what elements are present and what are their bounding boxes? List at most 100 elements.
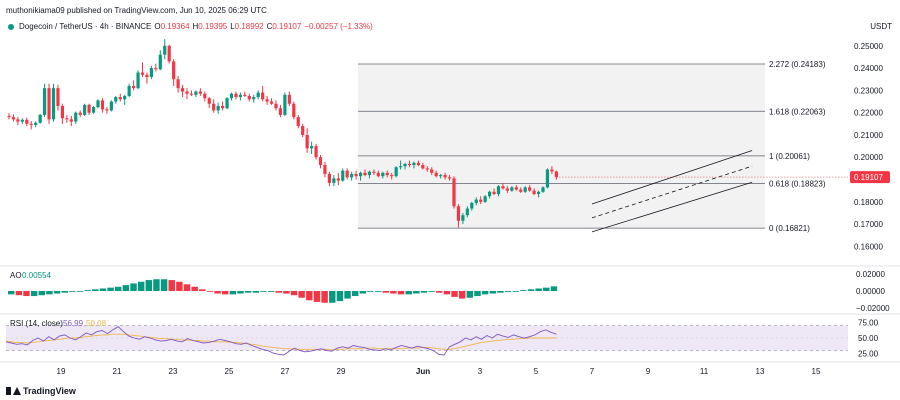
candle-body <box>234 93 238 98</box>
candle-body <box>78 112 82 115</box>
candle-body <box>496 186 501 195</box>
candle-body <box>447 177 452 179</box>
price-axis-tick: 0.17000 <box>854 220 883 229</box>
ao-bar <box>214 291 221 294</box>
ao-bar <box>283 291 290 294</box>
time-axis-tick: 27 <box>281 367 290 376</box>
candle-body <box>256 92 260 98</box>
candle-body <box>274 103 278 109</box>
candle-body <box>523 187 527 192</box>
symbol-title[interactable]: Dogecoin / TetherUS · 4h · BINANCE <box>19 22 152 31</box>
candle-body <box>261 92 265 100</box>
ao-axis-tick: 0.02000 <box>856 270 885 279</box>
candle-body <box>43 88 47 115</box>
time-axis-tick: 15 <box>812 367 821 376</box>
time-axis-tick: Jun <box>416 367 430 376</box>
candle-body <box>207 98 211 104</box>
ao-bar <box>183 284 191 291</box>
candle-body <box>545 169 550 188</box>
publisher-line: muthonikiama09 published on TradingView.… <box>6 6 267 15</box>
candle-body <box>305 134 309 149</box>
candle-body <box>292 103 296 118</box>
candle-body <box>265 99 269 102</box>
rsi-value: 56.99 <box>63 319 84 328</box>
candle-body <box>310 146 314 149</box>
candle-body <box>91 107 96 113</box>
ohlc-key: O <box>154 22 161 31</box>
candle-body <box>83 104 87 115</box>
ao-bar <box>199 289 206 291</box>
candle-body <box>367 171 372 176</box>
fib-level-label: 0 (0.16821) <box>769 224 810 233</box>
candle-body <box>358 172 363 177</box>
ao-bar <box>390 291 397 294</box>
rsi-axis-tick: 25.00 <box>858 350 879 359</box>
candle-body <box>7 116 11 118</box>
candle-body <box>439 175 443 177</box>
candle-body <box>403 163 407 167</box>
time-axis-tick: 25 <box>225 367 234 376</box>
last-price-label: 0.19107 <box>854 173 883 182</box>
ao-bar <box>466 291 474 298</box>
candle-body <box>318 157 323 166</box>
ao-bar <box>15 291 23 296</box>
channel-upper-line <box>591 150 753 205</box>
candle-body <box>25 119 29 124</box>
ao-bar <box>436 291 443 293</box>
candle-body <box>60 105 64 119</box>
candle-body <box>149 68 153 78</box>
fib-zone <box>358 64 765 229</box>
ohlc-value: −0.00257 (−1.33%) <box>304 22 373 31</box>
candle-body <box>283 94 287 115</box>
price-axis-tick: 0.23000 <box>854 86 883 95</box>
candle-body <box>69 119 73 122</box>
rsi-axis-tick: 50.00 <box>858 334 879 343</box>
tradingview-logo-icon <box>6 386 21 396</box>
candle-body <box>332 178 336 183</box>
channel-lower-line <box>591 181 753 233</box>
ao-bar <box>267 291 275 292</box>
ohlc-value: 0.18992 <box>234 22 264 31</box>
time-axis-tick: 5 <box>534 367 539 376</box>
candle-body <box>425 168 429 170</box>
ao-bar <box>367 291 374 292</box>
candle-body <box>212 103 216 111</box>
ao-bar <box>229 291 237 295</box>
ao-value: 0.00554 <box>22 271 51 280</box>
ao-bar <box>351 291 359 297</box>
candle-body <box>492 191 496 195</box>
candle-body <box>323 165 327 174</box>
candle-body <box>176 79 180 89</box>
ao-bar <box>46 291 53 295</box>
ao-bar <box>535 288 542 291</box>
candle-body <box>225 98 229 109</box>
ao-bar <box>92 289 99 291</box>
candle-body <box>452 178 456 207</box>
candle-body <box>528 187 532 191</box>
candle-body <box>385 172 389 176</box>
candle-body <box>34 122 38 125</box>
candle-body <box>434 172 438 177</box>
candle-body <box>172 61 176 80</box>
fib-level-label: 1.618 (0.22063) <box>769 107 826 116</box>
candle-body <box>158 54 162 70</box>
candle-body <box>216 105 220 111</box>
candle-body <box>96 100 100 108</box>
candle-body <box>336 178 340 181</box>
ao-title: AO <box>10 271 22 280</box>
tradingview-logo[interactable]: TradingView <box>6 386 76 396</box>
candle-body <box>132 85 136 89</box>
ao-bar <box>420 291 428 293</box>
candle-body <box>519 189 523 192</box>
ao-bar <box>122 285 130 291</box>
ohlc-value: 0.19395 <box>198 22 228 31</box>
candle-body <box>74 112 78 122</box>
candle-body <box>180 88 185 92</box>
ao-bar <box>244 291 252 293</box>
candle-body <box>390 175 394 177</box>
fib-level-label: 2.272 (0.24183) <box>769 60 826 69</box>
candle-body <box>194 91 198 95</box>
ao-bar <box>397 291 405 295</box>
candle-body <box>123 95 127 100</box>
